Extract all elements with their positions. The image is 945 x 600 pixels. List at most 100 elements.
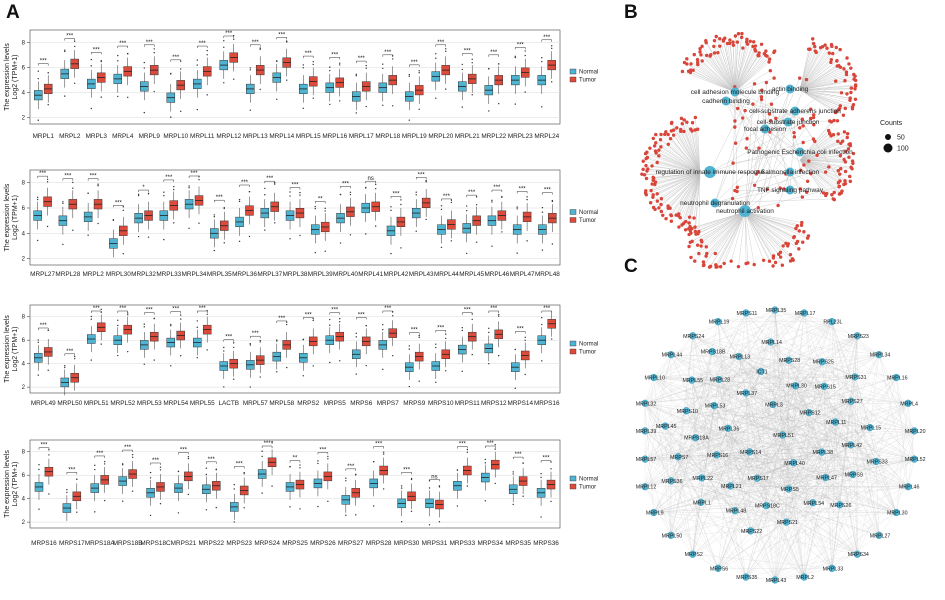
ppi-edge [691, 380, 702, 478]
ppi-node-label: MRPL44 [662, 353, 683, 359]
gene-edge [689, 172, 701, 227]
ppi-node [849, 470, 857, 479]
significance-label: *** [191, 171, 199, 177]
y-axis-label-2: Log2 (TPM+1) [12, 462, 19, 507]
ppi-edge [665, 426, 719, 569]
outlier-point [541, 106, 543, 108]
outlier-point [72, 187, 74, 189]
ppi-edge [745, 312, 767, 506]
significance-bracket [163, 179, 175, 182]
gene-edge [685, 172, 701, 222]
gene-edge [645, 172, 701, 194]
outlier-point [524, 336, 526, 338]
ppi-edge [653, 512, 787, 523]
ppi-edge [804, 486, 909, 578]
significance-bracket [289, 460, 301, 463]
ppi-node [641, 427, 649, 435]
ppi-edge [717, 478, 758, 569]
gene-node [669, 213, 673, 217]
ppi-edge [718, 356, 739, 380]
gene-edge [734, 41, 747, 93]
category-label: MRPL10 [163, 133, 188, 140]
ppi-edge [686, 410, 787, 523]
significance-bracket [515, 331, 526, 334]
gene-node [843, 169, 848, 174]
outlier-point [180, 355, 182, 357]
ppi-edge [644, 456, 679, 460]
gene-node [843, 79, 847, 83]
significance-bracket [365, 180, 376, 184]
ppi-edge [670, 485, 731, 536]
gene-node [666, 142, 670, 147]
ppi-edge [695, 351, 713, 438]
gene-node [797, 247, 801, 251]
outlier-point [374, 225, 377, 227]
gene-edge [699, 51, 736, 93]
ppi-node [836, 501, 844, 509]
ppi-edge [686, 410, 851, 445]
category-label: MRPS16 [534, 400, 560, 407]
gene-node [805, 190, 809, 194]
ppi-edge [713, 405, 731, 486]
gene-edge [715, 211, 746, 265]
gene-node [721, 39, 726, 43]
gene-node [846, 147, 851, 151]
ppi-edge [644, 403, 746, 578]
outlier-point [163, 191, 165, 193]
ppi-edge [665, 426, 693, 555]
significance-label: *** [165, 175, 173, 181]
term-label: TNF signaling pathway [757, 187, 824, 194]
gene-edge [664, 134, 701, 174]
significance-label: *** [64, 174, 72, 180]
ppi-edge [850, 444, 909, 487]
ppi-edge [757, 478, 840, 505]
gene-edge [734, 55, 768, 93]
plot-frame [29, 304, 561, 394]
outlier-point [100, 59, 102, 62]
outlier-point [127, 314, 129, 316]
ppi-edge [804, 512, 897, 578]
outlier-point [173, 188, 175, 191]
outlier-point [249, 386, 251, 388]
significance-bracket [250, 335, 261, 339]
outlier-point [180, 110, 182, 113]
gene-edge [744, 211, 779, 255]
outlier-point [100, 343, 102, 345]
gene-edge [734, 55, 766, 93]
significance-bracket [356, 317, 367, 320]
ppi-edge [644, 459, 672, 536]
outlier-point [223, 350, 225, 352]
gene-node [850, 167, 854, 171]
gene-edge [734, 86, 801, 153]
gene-edge [692, 211, 746, 242]
outlier-point [127, 52, 129, 55]
ppi-edge [653, 309, 776, 513]
ppi-node [688, 376, 696, 384]
outlier-point [339, 100, 341, 102]
outlier-point [143, 363, 145, 365]
gene-edge [799, 74, 847, 91]
gene-edge [694, 172, 701, 228]
ppi-node-label: MRPL46 [899, 485, 920, 491]
ppi-edge [653, 401, 852, 513]
ppi-edge [824, 386, 853, 475]
panel-label-b: B [624, 2, 638, 23]
ppi-edge [839, 459, 915, 505]
outlier-point [516, 206, 518, 208]
outlier-point [286, 40, 288, 42]
gene-node [709, 53, 713, 57]
legend-label-tumor: Tumor [579, 218, 596, 224]
gene-node [792, 130, 796, 135]
ppi-edge [644, 486, 693, 555]
gene-node [704, 39, 708, 43]
gene-node [812, 113, 816, 117]
gene-edge [734, 91, 748, 139]
ppi-edge [831, 321, 897, 513]
ppi-node [910, 455, 918, 463]
ppi-node [771, 576, 779, 584]
ppi-edge [795, 385, 822, 453]
gene-node [690, 226, 694, 231]
gene-edge [714, 40, 736, 93]
ppi-edge [644, 377, 654, 404]
significance-label: *** [468, 190, 476, 196]
